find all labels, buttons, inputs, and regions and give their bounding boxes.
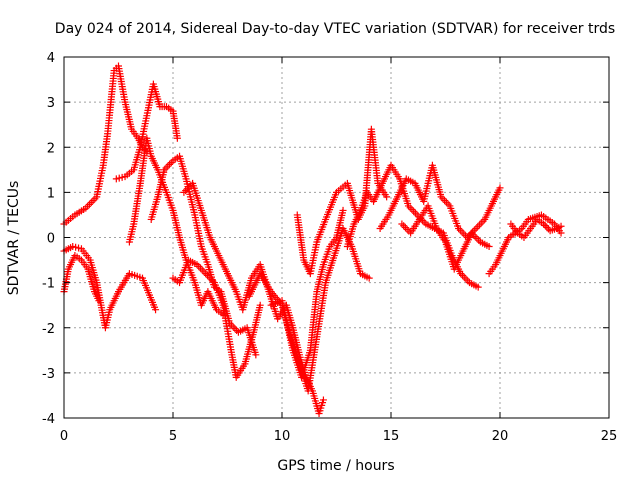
series-arc-5 [125, 134, 227, 318]
series-arc-2 [60, 243, 160, 332]
data-point [473, 234, 481, 242]
x-tick-label: 20 [492, 429, 509, 444]
data-point [400, 222, 408, 230]
data-point [496, 184, 504, 192]
data-point [152, 306, 160, 314]
grid-lines [64, 57, 609, 418]
data-point [166, 160, 174, 168]
data-point [319, 396, 327, 404]
chart-title: Day 024 of 2014, Sidereal Day-to-day VTE… [55, 21, 615, 37]
series-arc-13 [376, 161, 504, 241]
data-point [403, 225, 411, 233]
data-point [543, 223, 551, 231]
data-point [401, 224, 409, 232]
x-tick-label: 10 [274, 429, 291, 444]
y-tick-label: 0 [47, 232, 55, 247]
data-point [485, 243, 493, 251]
y-tick-label: -3 [42, 367, 55, 382]
data-point [256, 301, 264, 309]
data-point [460, 273, 468, 281]
y-tick-label: 2 [47, 141, 55, 156]
series-arc-15 [485, 211, 565, 278]
series-arc-1 [60, 62, 151, 228]
series-arc-11 [293, 125, 391, 278]
series-arc-16 [507, 215, 565, 241]
x-tick-label: 25 [601, 429, 618, 444]
data-point [398, 220, 406, 228]
data-point [339, 206, 347, 214]
y-tick-label: -2 [42, 322, 55, 337]
data-point [540, 220, 548, 228]
series-arc-4 [112, 80, 181, 183]
data-point [202, 270, 210, 278]
data-point [95, 297, 103, 305]
y-tick-label: -4 [42, 412, 55, 427]
data-point [545, 225, 553, 233]
series-arc-9 [245, 224, 373, 395]
data-point [441, 196, 449, 204]
series-arc-12 [343, 161, 482, 291]
data-point [383, 193, 391, 201]
data-point [411, 209, 419, 217]
data-point [196, 264, 204, 272]
y-tick-label: 4 [47, 51, 55, 66]
x-axis-label: GPS time / hours [277, 458, 394, 474]
data-point [252, 351, 260, 359]
y-tick-label: 1 [47, 186, 55, 201]
data-point [462, 275, 470, 283]
data-point [408, 206, 416, 214]
data-point [541, 222, 549, 230]
x-tick-label: 15 [383, 429, 400, 444]
x-tick-label: 5 [169, 429, 177, 444]
series-arc-3 [60, 252, 103, 305]
data-point [442, 198, 450, 206]
plot-border [63, 56, 610, 419]
data-point [460, 230, 468, 238]
data-point [472, 224, 480, 232]
data-point [474, 223, 482, 231]
data-point [557, 229, 565, 237]
data-point [365, 274, 373, 282]
data-point [476, 221, 484, 229]
series-arc-14 [398, 202, 493, 273]
data-point [477, 219, 485, 227]
data-point [164, 162, 172, 170]
series-arc-10 [267, 206, 347, 381]
y-axis-label: SDTVAR / TECUs [6, 181, 22, 296]
data-point [410, 207, 418, 215]
data-marks [60, 62, 565, 417]
data-point [167, 159, 175, 167]
series-arc-7 [169, 256, 264, 381]
data-point [173, 134, 181, 142]
data-point [458, 228, 466, 236]
x-tick-label: 0 [60, 429, 68, 444]
data-point [557, 222, 565, 230]
data-point [198, 266, 206, 274]
data-point [474, 283, 482, 291]
y-tick-label: 3 [47, 96, 55, 111]
y-tick-label: -1 [42, 277, 55, 292]
